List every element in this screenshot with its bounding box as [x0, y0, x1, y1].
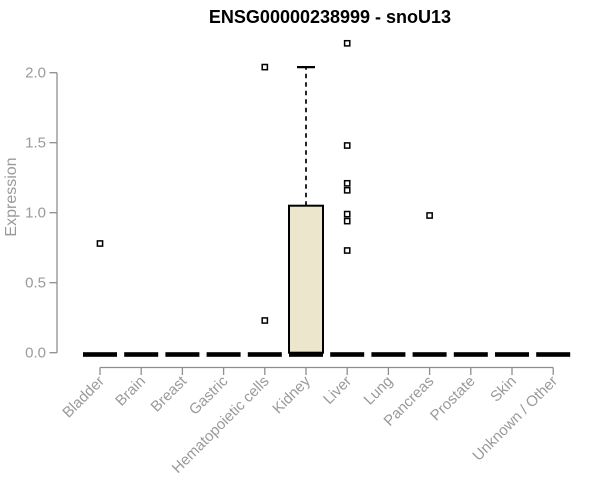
box-kidney	[288, 204, 324, 354]
median-bar-breast	[165, 352, 200, 357]
y-axis-title: Expression	[3, 157, 20, 236]
median-bar-prostate	[453, 352, 488, 357]
y-tick-label: 1.0	[25, 205, 46, 222]
median-bar-lung	[371, 352, 406, 357]
category-label-bladder: Bladder	[59, 373, 108, 422]
y-tick-label: 2.0	[25, 65, 46, 82]
median-bar-brain	[124, 352, 159, 357]
median-bar-skin	[495, 352, 529, 357]
median-bar-pancreas	[412, 352, 447, 357]
category-label-breast: Breast	[148, 372, 191, 415]
outlier-point-bladder	[96, 240, 104, 247]
chart-title: ENSG00000238999 - snoU13	[208, 7, 452, 27]
median-bar-bladder	[83, 352, 117, 357]
median-bar-unknown-other	[536, 352, 571, 357]
category-label-lung: Lung	[361, 373, 397, 409]
outlier-point-liver	[343, 186, 351, 194]
outlier-point-pancreas	[426, 212, 433, 219]
median-bar-hematopoietic-cells	[247, 352, 282, 357]
category-label-kidney: Kidney	[269, 372, 314, 417]
y-tick-label: 1.5	[25, 135, 46, 152]
median-bar-liver	[330, 352, 365, 357]
category-label-skin: Skin	[487, 373, 520, 406]
category-label-brain: Brain	[112, 373, 149, 410]
outlier-point-liver	[343, 247, 351, 254]
y-tick-label: 0.0	[25, 345, 46, 362]
outlier-point-liver	[343, 217, 351, 225]
outlier-point-hematopoietic-cells	[261, 317, 269, 324]
outlier-point-liver	[343, 39, 351, 47]
category-label-liver: Liver	[320, 373, 355, 408]
outlier-point-hematopoietic-cells	[261, 63, 269, 71]
median-bar-gastric	[206, 352, 241, 357]
y-tick-label: 0.5	[25, 275, 46, 292]
outlier-point-liver	[343, 142, 351, 149]
category-label-prostate: Prostate	[427, 373, 479, 425]
median-bar-kidney	[289, 352, 323, 357]
outlier-point-liver	[343, 210, 351, 218]
outlier-point-liver	[343, 179, 351, 187]
